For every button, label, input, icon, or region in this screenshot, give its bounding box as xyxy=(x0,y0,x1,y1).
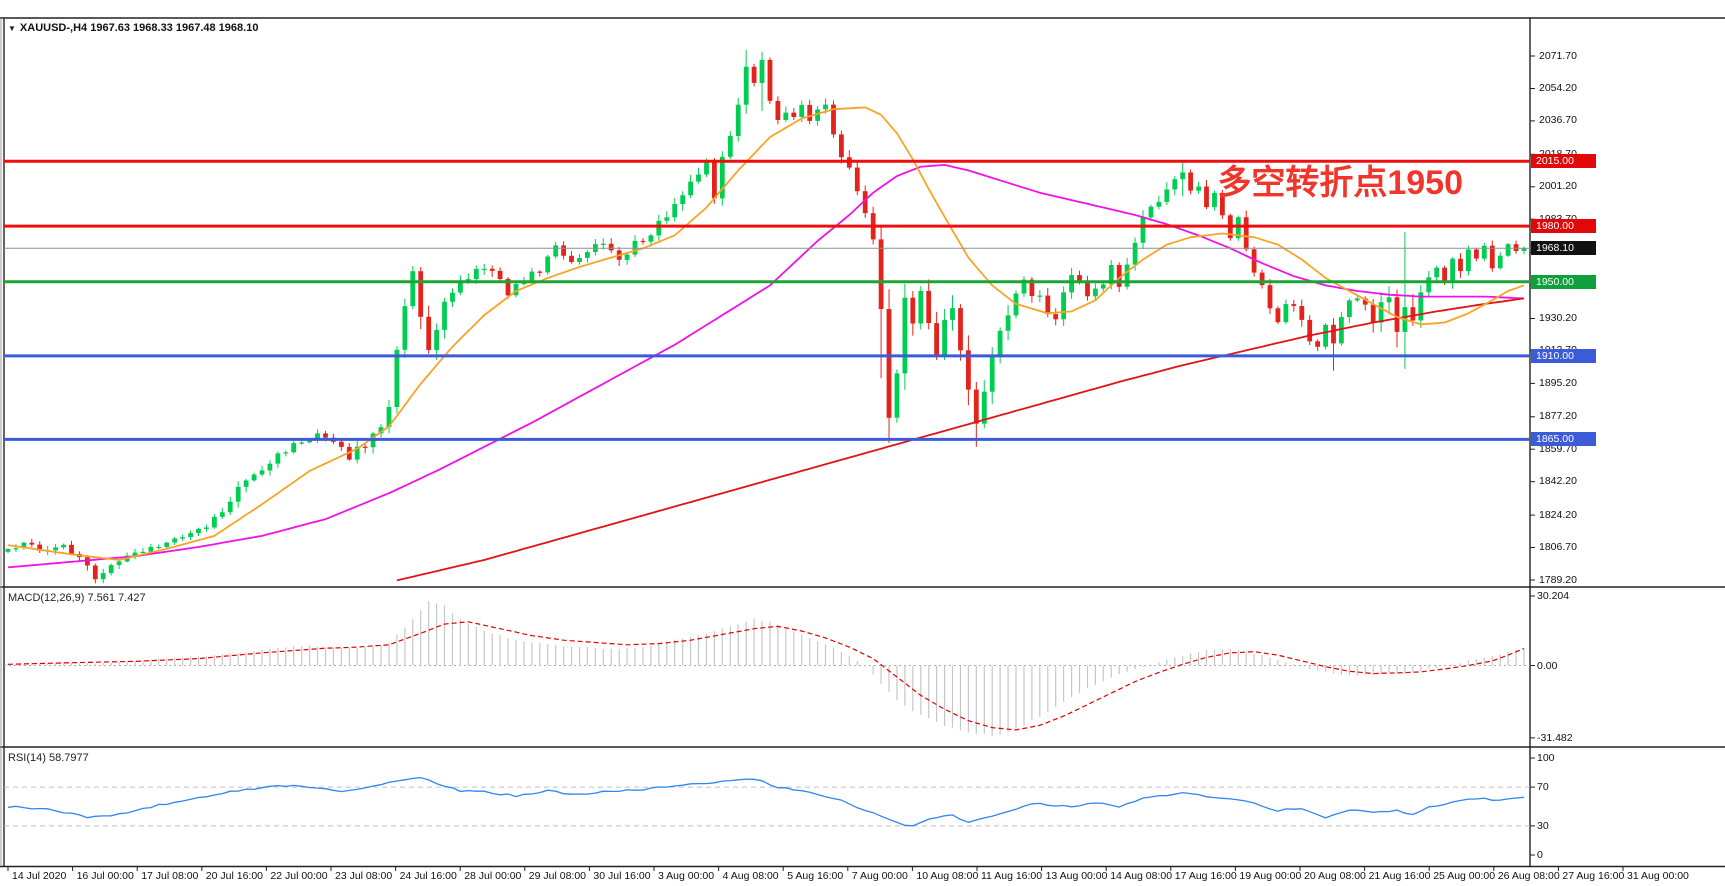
date-label-5: 23 Jul 08:00 xyxy=(335,870,393,882)
date-label-13: 7 Aug 00:00 xyxy=(851,870,908,882)
rsi-axis-70: 70 xyxy=(1537,781,1549,794)
price-axis-tick-1806.70: 1806.70 xyxy=(1539,541,1577,554)
date-label-0: 14 Jul 2020 xyxy=(12,870,67,882)
chart-title[interactable]: ▼ XAUUSD-,H4 1967.63 1968.33 1967.48 1968… xyxy=(8,22,258,34)
date-label-6: 24 Jul 16:00 xyxy=(399,870,457,882)
price-axis-tick-2054.20: 2054.20 xyxy=(1539,81,1577,94)
date-label-4: 22 Jul 00:00 xyxy=(270,870,328,882)
date-label-20: 20 Aug 08:00 xyxy=(1304,870,1366,882)
price-axis-tick-1877.20: 1877.20 xyxy=(1539,410,1577,423)
date-label-3: 20 Jul 16:00 xyxy=(205,870,264,882)
macd-values: 7.561 7.427 xyxy=(87,592,146,604)
price-tag-1968.10: 1968.10 xyxy=(1531,241,1596,256)
price-axis-tick-1842.20: 1842.20 xyxy=(1539,475,1577,488)
annotation-text[interactable]: 多空转折点1950 xyxy=(1217,164,1463,202)
price-axis-tick-1930.20: 1930.20 xyxy=(1539,311,1577,324)
price-axis-tick-1895.20: 1895.20 xyxy=(1539,376,1577,389)
date-label-8: 29 Jul 08:00 xyxy=(528,870,587,882)
date-label-10: 3 Aug 00:00 xyxy=(658,870,715,882)
date-label-1: 16 Jul 00:00 xyxy=(76,870,134,882)
macd-label: MACD(12,26,9) 7.561 7.427 xyxy=(8,592,146,604)
date-label-11: 4 Aug 08:00 xyxy=(722,870,779,882)
macd-axis-0.00: 0.00 xyxy=(1537,659,1558,672)
date-label-7: 28 Jul 00:00 xyxy=(464,870,522,882)
rsi-label: RSI(14) 58.7977 xyxy=(8,752,89,764)
date-label-23: 26 Aug 08:00 xyxy=(1497,870,1560,882)
ohlc-values: 1967.63 1968.33 1967.48 1968.10 xyxy=(90,22,259,34)
rsi-axis-0: 0 xyxy=(1537,849,1543,861)
date-label-2: 17 Jul 08:00 xyxy=(141,870,199,882)
date-label-14: 10 Aug 08:00 xyxy=(916,870,979,882)
price-tag-1910.00: 1910.00 xyxy=(1531,348,1596,363)
price-tag-1980.00: 1980.00 xyxy=(1531,219,1596,234)
date-label-12: 5 Aug 16:00 xyxy=(787,870,844,882)
price-axis-tick-2036.70: 2036.70 xyxy=(1539,114,1577,127)
date-label-22: 25 Aug 00:00 xyxy=(1433,870,1496,882)
symbol-period-label: XAUUSD-,H4 xyxy=(19,22,88,34)
date-label-9: 30 Jul 16:00 xyxy=(593,870,651,882)
price-tag-2015.00: 2015.00 xyxy=(1531,154,1596,169)
symbol-dropdown-icon[interactable]: ▼ xyxy=(8,24,16,33)
date-label-18: 17 Aug 16:00 xyxy=(1174,870,1237,882)
date-label-16: 13 Aug 00:00 xyxy=(1045,870,1108,882)
price-axis-tick-2001.20: 2001.20 xyxy=(1539,180,1577,193)
price-tag-1865.00: 1865.00 xyxy=(1531,432,1596,447)
date-label-24: 27 Aug 16:00 xyxy=(1562,870,1625,882)
date-label-19: 19 Aug 00:00 xyxy=(1239,870,1302,882)
date-label-15: 11 Aug 16:00 xyxy=(981,870,1043,882)
date-label-25: 31 Aug 00:00 xyxy=(1627,870,1689,882)
date-label-17: 14 Aug 08:00 xyxy=(1110,870,1173,882)
price-axis-tick-1789.20: 1789.20 xyxy=(1539,573,1577,586)
date-label-21: 21 Aug 16:00 xyxy=(1368,870,1431,882)
rsi-value: 58.7977 xyxy=(48,752,89,764)
macd-axis--31.482: -31.482 xyxy=(1537,732,1573,744)
price-axis-tick-1824.20: 1824.20 xyxy=(1539,508,1577,521)
macd-axis-30.204: 30.204 xyxy=(1537,590,1570,602)
price-tag-1950.00: 1950.00 xyxy=(1531,274,1596,289)
rsi-axis-30: 30 xyxy=(1537,819,1549,832)
rsi-axis-100: 100 xyxy=(1537,752,1555,764)
price-axis-tick-2071.70: 2071.70 xyxy=(1539,49,1577,62)
